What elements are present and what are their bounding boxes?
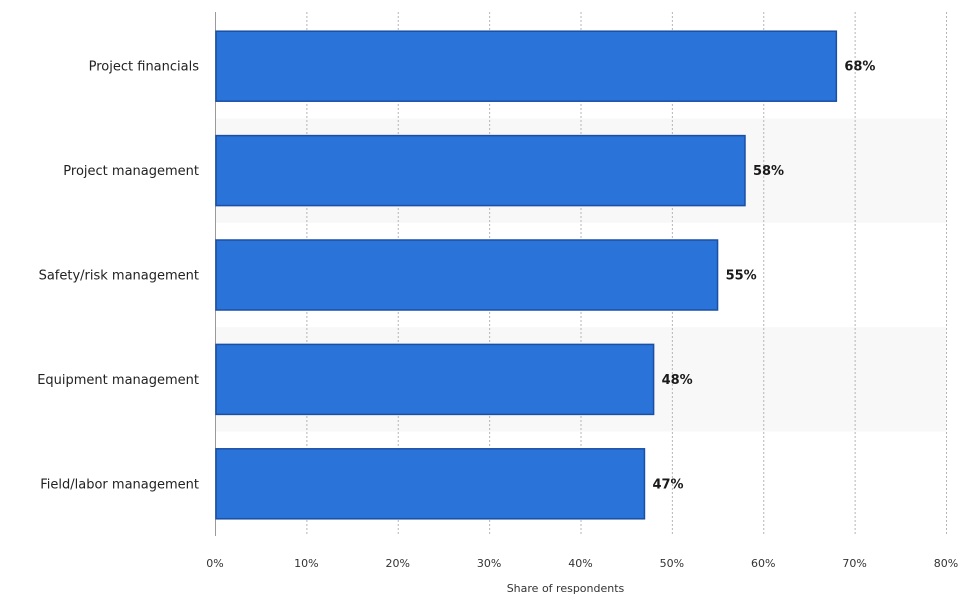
bar bbox=[215, 30, 838, 102]
category-label: Project financials bbox=[89, 60, 200, 75]
value-label: 68% bbox=[844, 60, 875, 75]
value-label: 55% bbox=[726, 269, 757, 284]
x-tick-label: 80% bbox=[934, 557, 958, 570]
x-tick-label: 30% bbox=[477, 557, 501, 570]
x-tick-label: 50% bbox=[660, 557, 684, 570]
category-label: Project management bbox=[63, 164, 199, 179]
x-axis-title: Share of respondents bbox=[507, 582, 625, 595]
x-axis-ticks: 0% 10% 20% 30% 40% 50% 60% 70% 80% bbox=[206, 557, 958, 570]
x-tick-label: 70% bbox=[842, 557, 866, 570]
x-tick-label: 20% bbox=[386, 557, 410, 570]
bar bbox=[215, 343, 655, 416]
value-label: 47% bbox=[652, 477, 683, 492]
x-tick-label: 0% bbox=[206, 557, 223, 570]
value-labels: 68% 58% 55% 48% 47% bbox=[652, 60, 875, 493]
bar bbox=[215, 134, 746, 207]
category-label: Safety/risk management bbox=[39, 269, 199, 284]
x-tick-label: 60% bbox=[751, 557, 775, 570]
category-label: Field/labor management bbox=[40, 477, 199, 492]
bar bbox=[215, 239, 719, 311]
x-tick-label: 40% bbox=[568, 557, 592, 570]
value-label: 58% bbox=[753, 164, 784, 179]
x-tick-label: 10% bbox=[294, 557, 318, 570]
bars bbox=[215, 30, 838, 520]
bar bbox=[215, 448, 646, 520]
category-label: Equipment management bbox=[37, 373, 199, 388]
category-labels: Project financials Project management Safe… bbox=[37, 60, 199, 493]
value-label: 48% bbox=[662, 373, 693, 388]
